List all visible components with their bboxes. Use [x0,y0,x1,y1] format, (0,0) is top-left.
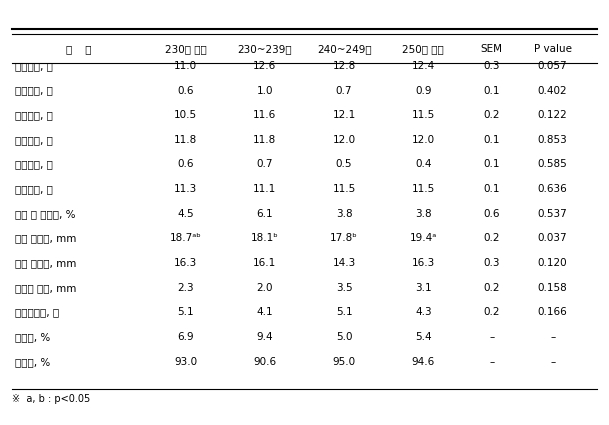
Text: 12.8: 12.8 [333,61,356,71]
Text: 0.120: 0.120 [538,258,568,268]
Text: 4.1: 4.1 [256,307,273,317]
Text: 16.1: 16.1 [253,258,276,268]
Text: 5.4: 5.4 [415,332,432,342]
Text: 0.537: 0.537 [538,209,568,219]
Text: 5.0: 5.0 [336,332,353,342]
Text: 0.1: 0.1 [484,184,500,194]
Text: 4.5: 4.5 [177,209,194,219]
Text: 분만율, %: 분만율, % [15,357,51,367]
Text: 등지방 변화, mm: 등지방 변화, mm [15,283,77,293]
Text: 3.8: 3.8 [415,209,432,219]
Text: 2.0: 2.0 [256,283,273,293]
Text: 0.2: 0.2 [484,233,500,244]
Text: 0.402: 0.402 [538,85,568,96]
Text: 3.8: 3.8 [336,209,353,219]
Text: 11.0: 11.0 [174,61,197,71]
Text: 이유 등지방, mm: 이유 등지방, mm [15,258,77,268]
Text: 0.9: 0.9 [415,85,432,96]
Text: 0.6: 0.6 [177,159,194,170]
Text: –: – [489,357,495,367]
Text: 4.3: 4.3 [415,307,432,317]
Text: 240~249일: 240~249일 [317,44,371,54]
Text: –: – [550,332,555,342]
Text: 95.0: 95.0 [333,357,356,367]
Text: 12.0: 12.0 [333,135,356,145]
Text: 발정재귀일, 일: 발정재귀일, 일 [15,307,59,317]
Text: 0.7: 0.7 [336,85,353,96]
Text: 0.2: 0.2 [484,283,500,293]
Text: 분만폐사, 두: 분만폐사, 두 [15,85,53,96]
Text: 0.122: 0.122 [538,110,568,120]
Text: 11.1: 11.1 [253,184,276,194]
Text: 3.5: 3.5 [336,283,353,293]
Text: 0.057: 0.057 [538,61,568,71]
Text: 16.3: 16.3 [412,258,435,268]
Text: 이유두수, 두: 이유두수, 두 [15,184,53,194]
Text: 12.6: 12.6 [253,61,276,71]
Text: 11.5: 11.5 [412,184,435,194]
Text: 17.8ᵇ: 17.8ᵇ [330,233,358,244]
Text: 6.1: 6.1 [256,209,273,219]
Text: 0.1: 0.1 [484,159,500,170]
Text: 11.5: 11.5 [333,184,356,194]
Text: 0.6: 0.6 [177,85,194,96]
Text: SEM: SEM [481,44,503,54]
Text: 0.1: 0.1 [484,135,500,145]
Text: 0.853: 0.853 [538,135,568,145]
Text: 11.6: 11.6 [253,110,276,120]
Text: 0.585: 0.585 [538,159,568,170]
Text: –: – [489,332,495,342]
Text: 19.4ᵃ: 19.4ᵃ [410,233,437,244]
Text: 0.2: 0.2 [484,307,500,317]
Text: 230~239일: 230~239일 [238,44,292,54]
Text: 90.6: 90.6 [253,357,276,367]
Text: 2.3: 2.3 [177,283,194,293]
Text: 0.1: 0.1 [484,85,500,96]
Text: 0.7: 0.7 [256,159,273,170]
Text: 230일 미만: 230일 미만 [165,44,206,54]
Text: 18.7ᵃᵇ: 18.7ᵃᵇ [170,233,202,244]
Text: 10.5: 10.5 [174,110,197,120]
Text: 12.0: 12.0 [412,135,435,145]
Text: 3.1: 3.1 [415,283,432,293]
Text: 18.1ᵇ: 18.1ᵇ [251,233,279,244]
Text: 1.0: 1.0 [256,85,273,96]
Text: 9.4: 9.4 [256,332,273,342]
Text: 12.4: 12.4 [412,61,435,71]
Text: 분만 등지방, mm: 분만 등지방, mm [15,233,77,244]
Text: 11.5: 11.5 [412,110,435,120]
Text: 0.636: 0.636 [538,184,568,194]
Text: 0.3: 0.3 [484,258,500,268]
Text: 총산자수, 두: 총산자수, 두 [15,61,53,71]
Text: 포유폐사, 두: 포유폐사, 두 [15,159,53,170]
Text: 0.6: 0.6 [484,209,500,219]
Text: 94.6: 94.6 [412,357,435,367]
Text: 이유 전 폐사율, %: 이유 전 폐사율, % [15,209,76,219]
Text: 0.158: 0.158 [538,283,568,293]
Text: 실포유수, 두: 실포유수, 두 [15,135,53,145]
Text: 6.9: 6.9 [177,332,194,342]
Text: 0.5: 0.5 [336,159,353,170]
Text: –: – [550,357,555,367]
Text: 16.3: 16.3 [174,258,197,268]
Text: 93.0: 93.0 [174,357,197,367]
Text: 14.3: 14.3 [333,258,356,268]
Text: 0.2: 0.2 [484,110,500,120]
Text: 실산자수, 두: 실산자수, 두 [15,110,53,120]
Text: 0.4: 0.4 [415,159,432,170]
Text: 0.3: 0.3 [484,61,500,71]
Text: 구    분: 구 분 [66,44,92,54]
Text: 5.1: 5.1 [336,307,353,317]
Text: 12.1: 12.1 [333,110,356,120]
Text: 11.3: 11.3 [174,184,197,194]
Text: P value: P value [533,44,572,54]
Text: 250일 이상: 250일 이상 [403,44,444,54]
Text: 0.166: 0.166 [538,307,568,317]
Text: ※  a, b : p<0.05: ※ a, b : p<0.05 [12,394,90,405]
Text: 11.8: 11.8 [174,135,197,145]
Text: 11.8: 11.8 [253,135,276,145]
Text: 5.1: 5.1 [177,307,194,317]
Text: 0.037: 0.037 [538,233,568,244]
Text: 도태율, %: 도태율, % [15,332,51,342]
